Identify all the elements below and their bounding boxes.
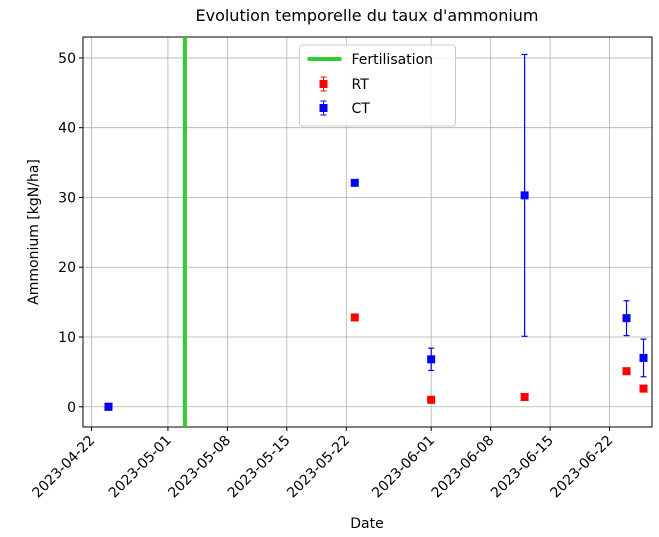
marker	[639, 353, 648, 362]
plot-frame	[82, 36, 653, 428]
marker	[427, 355, 436, 364]
legend-swatch	[319, 80, 328, 88]
x-tick-label: 2023-04-22	[29, 433, 98, 502]
marker	[350, 178, 359, 187]
marker	[622, 367, 631, 376]
x-tick-label: 2023-05-08	[165, 433, 234, 502]
legend-swatch	[319, 104, 328, 112]
legend-label: RT	[352, 77, 370, 93]
x-tick-label: 2023-06-22	[548, 433, 617, 502]
x-tick-label: 2023-05-15	[225, 433, 294, 502]
x-tick-label: 2023-06-01	[369, 433, 438, 502]
y-tick-label: 0	[67, 400, 76, 416]
legend-label: CT	[352, 101, 371, 117]
marker	[427, 395, 436, 404]
marker	[639, 384, 648, 393]
chart-title: Evolution temporelle du taux d'ammonium	[195, 6, 538, 25]
y-tick-label: 50	[58, 51, 76, 67]
y-axis-label: Ammonium [kgN/ha]	[26, 159, 42, 305]
y-tick-label: 40	[58, 121, 76, 137]
legend-label: Fertilisation	[352, 52, 434, 68]
y-tick-label: 30	[58, 190, 76, 206]
x-axis-label: Date	[350, 516, 383, 532]
y-tick-label: 10	[58, 330, 76, 346]
x-tick-label: 2023-05-22	[284, 433, 353, 502]
legend-box	[299, 44, 456, 127]
y-tick-label: 20	[58, 260, 76, 276]
marker	[520, 393, 529, 401]
marker	[520, 191, 529, 200]
x-tick-label: 2023-06-08	[429, 433, 498, 502]
marker	[622, 314, 631, 323]
marker	[104, 402, 113, 411]
x-tick-label: 2023-06-15	[488, 433, 557, 502]
marker	[350, 313, 359, 322]
x-tick-label: 2023-05-01	[106, 433, 175, 502]
